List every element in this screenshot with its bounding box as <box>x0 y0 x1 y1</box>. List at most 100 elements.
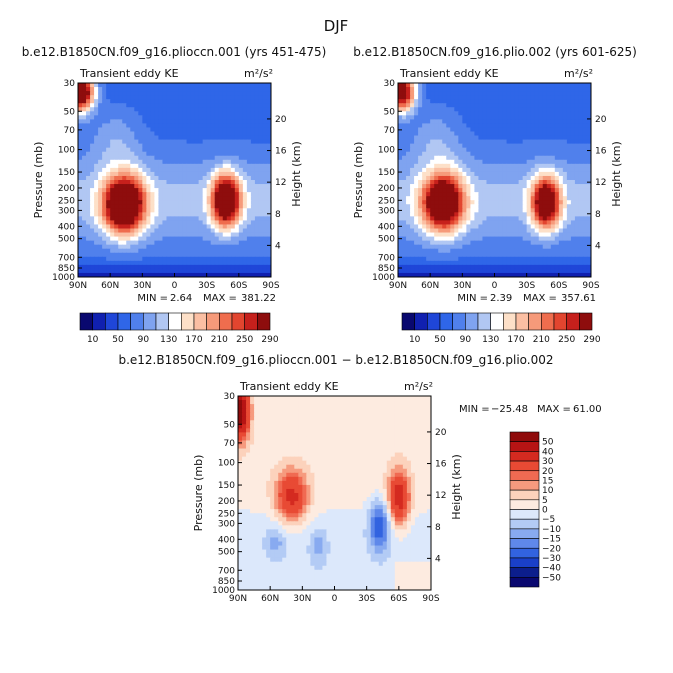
contour-cell <box>442 163 447 169</box>
contour-cell <box>146 228 151 234</box>
contour-cell <box>438 244 443 250</box>
contour-cell <box>190 260 196 266</box>
contour-cell <box>130 123 135 129</box>
contour-cell <box>186 127 192 133</box>
contour-cell <box>518 252 524 258</box>
contour-cell <box>254 131 260 137</box>
contour-cell <box>270 408 275 413</box>
contour-cell <box>286 412 291 417</box>
contour-cell <box>558 147 564 153</box>
contour-cell <box>102 244 107 250</box>
contour-cell <box>406 272 411 277</box>
contour-cell <box>262 208 268 213</box>
contour-cell <box>570 171 576 177</box>
contour-cell <box>130 115 135 120</box>
contour-cell <box>550 163 556 169</box>
contour-cell <box>262 95 268 100</box>
contour-cell <box>522 244 528 250</box>
contour-cell <box>106 272 111 277</box>
contour-cell <box>582 264 588 270</box>
contour-cell <box>430 119 435 125</box>
contour-cell <box>538 143 544 149</box>
contour-cell <box>106 103 111 108</box>
contour-cell <box>486 200 492 205</box>
contour-cell <box>226 192 232 197</box>
contour-cell <box>166 115 172 120</box>
contour-cell <box>510 119 516 125</box>
contour-cell <box>506 248 512 254</box>
contour-cell <box>190 240 196 246</box>
contour-cell <box>578 200 584 205</box>
contour-cell <box>174 127 180 133</box>
contour-cell <box>174 184 180 189</box>
contour-cell <box>174 220 180 226</box>
contour-cell <box>586 188 591 193</box>
contour-cell <box>574 111 580 116</box>
contour-cell <box>278 412 283 417</box>
contour-cell <box>550 240 556 246</box>
contour-cell <box>170 83 176 88</box>
contour-cell <box>490 216 496 222</box>
contour-cell <box>222 212 228 217</box>
contour-cell <box>586 272 591 277</box>
contour-cell <box>226 167 232 173</box>
contour-cell <box>578 171 584 177</box>
contour-cell <box>462 107 467 112</box>
contour-cell <box>458 135 463 141</box>
contour-cell <box>78 91 83 96</box>
contour-cell <box>90 147 95 153</box>
contour-cell <box>158 248 164 254</box>
contour-cell <box>570 99 576 104</box>
contour-cell <box>274 400 279 405</box>
contour-cell <box>174 159 180 165</box>
contour-cell <box>474 236 480 242</box>
contour-cell <box>146 143 151 149</box>
contour-cell <box>178 208 184 213</box>
contour-cell <box>146 159 151 165</box>
contour-cell <box>518 83 524 88</box>
contour-cell <box>150 188 155 193</box>
contour-cell <box>406 155 411 161</box>
contour-cell <box>254 412 259 417</box>
contour-cell <box>246 103 252 108</box>
contour-cell <box>582 83 588 88</box>
contour-cell <box>534 91 540 96</box>
contour-cell <box>402 123 407 129</box>
contour-cell <box>458 175 463 181</box>
contour-cell <box>130 95 135 100</box>
contour-cell <box>238 408 243 413</box>
contour-cell <box>266 107 271 112</box>
contour-cell <box>402 396 408 401</box>
contour-cell <box>190 151 196 157</box>
contour-cell <box>554 131 560 137</box>
contour-cell <box>502 228 508 234</box>
contour-cell <box>114 139 119 145</box>
contour-cell <box>78 228 83 234</box>
contour-cell <box>442 175 447 181</box>
contour-cell <box>146 196 151 201</box>
contour-cell <box>210 147 216 153</box>
contour-cell <box>82 87 87 92</box>
contour-cell <box>190 208 196 213</box>
height-tick-label: 8 <box>595 210 601 220</box>
contour-cell <box>126 212 131 217</box>
contour-cell <box>518 163 524 169</box>
contour-cell <box>202 131 208 137</box>
contour-cell <box>266 159 271 165</box>
contour-cell <box>326 408 332 413</box>
contour-cell <box>494 268 500 274</box>
contour-cell <box>518 99 524 104</box>
contour-cell <box>198 87 204 92</box>
contour-cell <box>194 123 200 129</box>
contour-cell <box>470 163 475 169</box>
panel-title: b.e12.B1850CN.f09_g16.plioccn.001 − b.e1… <box>118 353 553 367</box>
contour-cell <box>178 131 184 137</box>
contour-cell <box>442 272 447 277</box>
contour-cell <box>398 95 403 100</box>
contour-cell <box>482 200 488 205</box>
colorbar-swatch <box>528 312 542 331</box>
contour-cell <box>562 159 568 165</box>
y-tick-label: 700 <box>378 253 395 263</box>
contour-cell <box>550 248 556 254</box>
contour-cell <box>474 248 480 254</box>
